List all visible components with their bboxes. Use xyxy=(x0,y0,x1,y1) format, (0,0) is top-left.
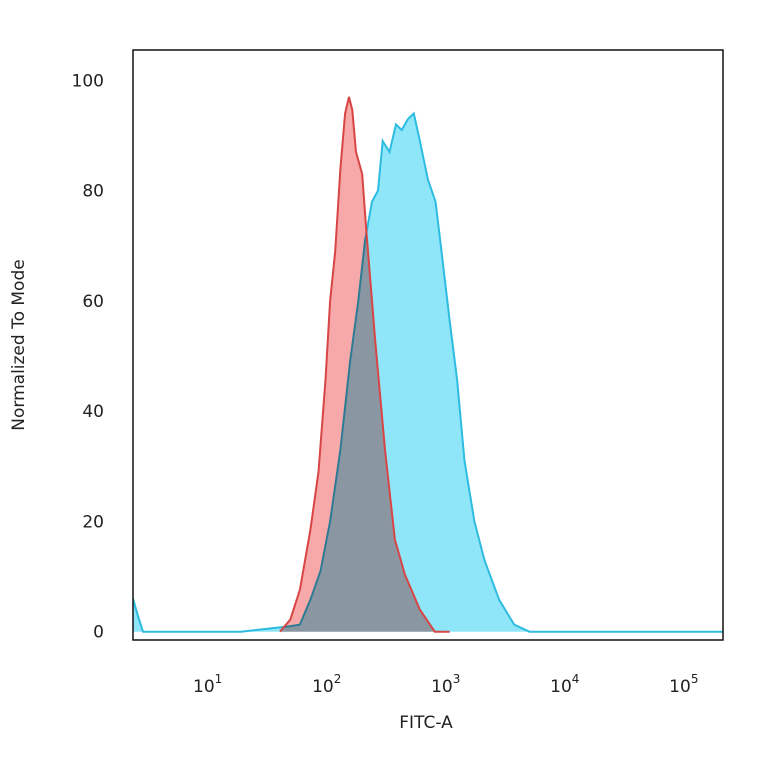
plot-frame xyxy=(132,49,724,641)
y-tick-label: 80 xyxy=(82,182,104,202)
x-tick-exponent: 2 xyxy=(334,672,342,686)
x-tick-label: 104 xyxy=(550,672,579,697)
x-tick-exponent: 1 xyxy=(215,672,223,686)
x-axis-label: FITC-A xyxy=(399,713,453,733)
y-tick-label: 60 xyxy=(82,292,104,312)
histogram-line xyxy=(279,96,450,633)
x-tick-label: 102 xyxy=(312,672,341,697)
x-tick-label: 101 xyxy=(193,672,222,697)
x-tick-base: 10 xyxy=(550,677,572,697)
x-tick-exponent: 4 xyxy=(572,672,580,686)
x-tick-exponent: 5 xyxy=(691,672,699,686)
x-tick-label: 105 xyxy=(669,672,698,697)
y-tick-label: 40 xyxy=(82,402,104,422)
y-axis-label: Normalized To Mode xyxy=(9,259,29,430)
histogram-area xyxy=(133,113,723,632)
histogram-area xyxy=(279,96,450,632)
x-tick-label: 103 xyxy=(431,672,460,697)
y-tick-label: 0 xyxy=(93,623,104,643)
y-tick-label: 100 xyxy=(72,71,104,91)
x-tick-base: 10 xyxy=(193,677,215,697)
x-tick-exponent: 3 xyxy=(453,672,461,686)
y-tick-label: 20 xyxy=(82,512,104,532)
x-tick-base: 10 xyxy=(669,677,691,697)
x-tick-base: 10 xyxy=(431,677,453,697)
plot-area xyxy=(133,96,723,633)
x-tick-base: 10 xyxy=(312,677,334,697)
